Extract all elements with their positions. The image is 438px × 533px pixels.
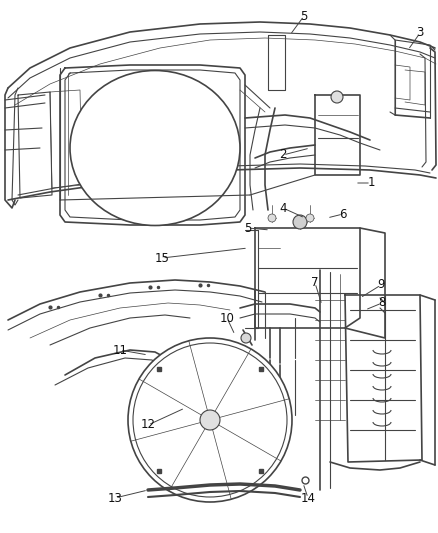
- Text: 5: 5: [244, 222, 252, 235]
- Circle shape: [241, 333, 251, 343]
- Text: 12: 12: [141, 418, 155, 432]
- Text: 15: 15: [155, 252, 170, 264]
- Text: 3: 3: [416, 27, 424, 39]
- Circle shape: [128, 338, 292, 502]
- Circle shape: [306, 214, 314, 222]
- Text: 5: 5: [300, 10, 307, 22]
- Circle shape: [293, 215, 307, 229]
- Text: 14: 14: [300, 491, 315, 505]
- Circle shape: [331, 91, 343, 103]
- Circle shape: [200, 410, 220, 430]
- Text: 9: 9: [377, 279, 385, 292]
- Ellipse shape: [70, 70, 240, 225]
- Text: 7: 7: [311, 277, 319, 289]
- Text: 2: 2: [279, 149, 287, 161]
- Circle shape: [268, 214, 276, 222]
- Text: 4: 4: [279, 201, 287, 214]
- Text: 1: 1: [367, 176, 375, 190]
- Text: 10: 10: [219, 311, 234, 325]
- Text: 8: 8: [378, 296, 386, 310]
- Text: 6: 6: [339, 207, 347, 221]
- Text: 11: 11: [113, 343, 127, 357]
- Text: 13: 13: [108, 491, 123, 505]
